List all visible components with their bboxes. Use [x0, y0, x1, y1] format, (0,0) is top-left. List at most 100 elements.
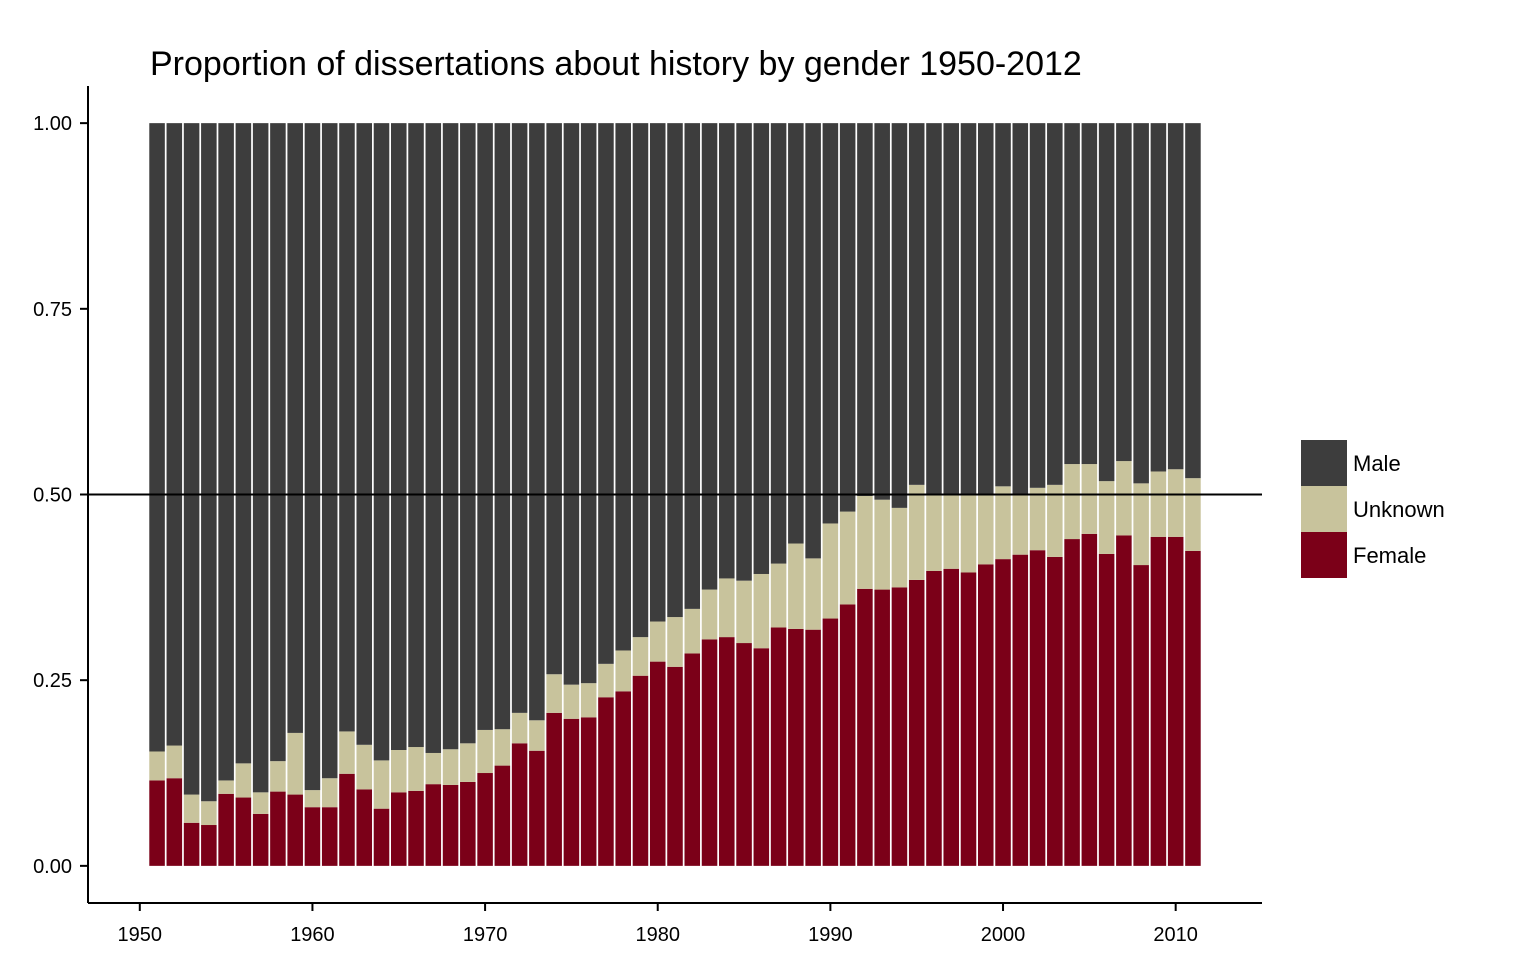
- bar-unknown-1992: [857, 495, 873, 589]
- bar-male-2005: [1081, 123, 1098, 465]
- bar-unknown-1955: [218, 780, 234, 794]
- bar-unknown-1998: [960, 494, 977, 573]
- bar-male-1985: [736, 123, 752, 581]
- legend-swatch-female: [1301, 532, 1347, 578]
- bar-female-2010: [1167, 536, 1184, 866]
- bar-female-2001: [1012, 554, 1029, 866]
- bar-unknown-1990: [822, 523, 839, 619]
- bar-unknown-1952: [166, 745, 183, 779]
- bar-female-1975: [563, 718, 580, 866]
- bar-unknown-1985: [736, 580, 752, 644]
- bar-unknown-1957: [252, 792, 269, 814]
- bar-female-1988: [788, 628, 804, 866]
- bar-female-2002: [1029, 550, 1046, 866]
- bar-male-1979: [632, 123, 649, 638]
- bar-female-1957: [252, 813, 269, 866]
- legend-label-unknown: Unknown: [1353, 497, 1445, 522]
- bar-unknown-1994: [891, 507, 908, 588]
- x-tick-label: 1950: [118, 924, 163, 946]
- bar-female-1986: [753, 648, 770, 866]
- bar-unknown-2002: [1029, 487, 1046, 551]
- bar-male-1961: [321, 123, 338, 779]
- bar-unknown-1999: [978, 494, 994, 565]
- bar-female-1974: [546, 712, 562, 866]
- bar-male-1967: [425, 123, 442, 753]
- bar-unknown-1976: [580, 683, 597, 718]
- bar-unknown-2008: [1133, 483, 1149, 566]
- bar-male-1966: [408, 123, 424, 748]
- bar-male-2002: [1029, 123, 1046, 488]
- bar-female-1984: [719, 637, 735, 866]
- bar-male-1986: [753, 123, 770, 574]
- bar-female-2007: [1116, 535, 1132, 866]
- bar-female-1955: [218, 793, 234, 866]
- bar-male-1963: [356, 123, 373, 745]
- bar-unknown-1958: [270, 761, 286, 792]
- x-tick-label: 1990: [808, 924, 853, 946]
- y-tick-label: 0.00: [33, 856, 72, 878]
- bar-male-1971: [494, 123, 511, 730]
- x-tick-label: 1960: [290, 924, 335, 946]
- bar-female-2005: [1081, 533, 1098, 866]
- bar-unknown-1984: [719, 578, 735, 638]
- bar-female-1951: [149, 780, 165, 866]
- bar-male-1968: [442, 123, 459, 750]
- bar-male-2004: [1064, 123, 1080, 465]
- bar-male-1955: [218, 123, 234, 781]
- bar-male-1969: [460, 123, 476, 744]
- bar-male-1962: [339, 123, 355, 732]
- bar-unknown-2010: [1167, 469, 1184, 537]
- bar-unknown-1997: [943, 494, 960, 569]
- bar-unknown-1979: [632, 637, 649, 676]
- bar-unknown-1980: [649, 621, 666, 662]
- bar-female-1997: [943, 568, 960, 866]
- bar-unknown-1970: [477, 729, 493, 774]
- y-tick-label: 1.00: [33, 113, 72, 135]
- bar-unknown-1956: [235, 763, 252, 798]
- bar-male-1991: [839, 123, 856, 512]
- bar-male-1994: [891, 123, 908, 508]
- bar-female-1982: [684, 653, 701, 866]
- bar-female-1954: [201, 825, 217, 866]
- bar-male-1975: [563, 123, 580, 685]
- bar-female-2000: [995, 559, 1011, 866]
- bar-unknown-2007: [1116, 461, 1132, 536]
- bar-male-1996: [926, 123, 942, 496]
- bar-male-1978: [615, 123, 631, 651]
- bar-male-1965: [391, 123, 407, 750]
- bar-male-2003: [1047, 123, 1063, 485]
- bar-male-1988: [788, 123, 804, 544]
- bar-unknown-1977: [598, 663, 614, 698]
- bar-unknown-2004: [1064, 464, 1080, 540]
- bar-unknown-1995: [908, 484, 925, 580]
- bar-female-1961: [321, 807, 338, 866]
- bar-unknown-1982: [684, 608, 701, 654]
- bar-female-1965: [391, 792, 407, 866]
- bar-unknown-2005: [1081, 464, 1098, 534]
- bar-unknown-1960: [304, 790, 321, 808]
- legend-label-female: Female: [1353, 543, 1426, 568]
- bar-male-1981: [667, 123, 683, 618]
- bar-male-1980: [649, 123, 666, 622]
- bar-female-1999: [978, 564, 994, 866]
- x-tick-label: 1970: [463, 924, 508, 946]
- bar-male-1983: [701, 123, 718, 590]
- bar-unknown-1991: [839, 511, 856, 605]
- bar-female-1993: [874, 589, 890, 866]
- bar-unknown-1978: [615, 650, 631, 692]
- bar-unknown-1989: [805, 558, 821, 630]
- bar-unknown-1987: [770, 563, 787, 628]
- bar-female-1992: [857, 588, 873, 866]
- bar-male-2001: [1012, 123, 1029, 495]
- chart-title: Proportion of dissertations about histor…: [150, 45, 1082, 83]
- bar-unknown-2001: [1012, 494, 1029, 555]
- bar-female-1966: [408, 790, 424, 866]
- bar-male-2006: [1098, 123, 1115, 482]
- bar-unknown-2009: [1150, 471, 1167, 537]
- bar-unknown-1964: [373, 760, 390, 809]
- bar-female-1978: [615, 691, 631, 866]
- x-tick-label: 2000: [981, 924, 1026, 946]
- bar-female-1967: [425, 784, 442, 866]
- bar-male-1984: [719, 123, 735, 579]
